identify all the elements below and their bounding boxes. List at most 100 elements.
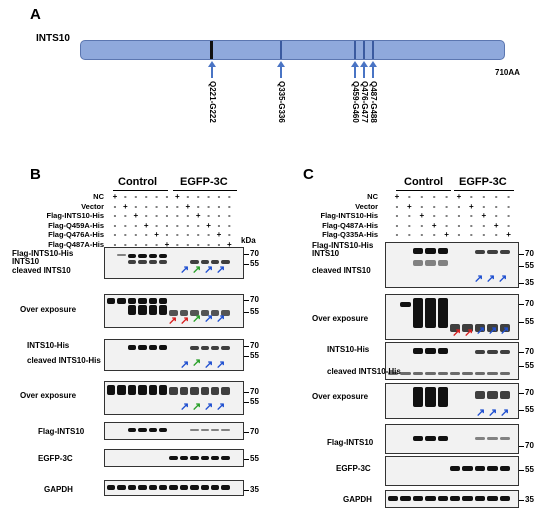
blot-band (200, 456, 209, 460)
blot-band (159, 298, 168, 304)
condition-mark: - (186, 211, 190, 220)
cleavage-arrow: ↗ (192, 357, 202, 369)
blot-band (221, 346, 230, 350)
blot-band (474, 372, 486, 375)
blot-band (450, 372, 461, 375)
blot-label: EGFP-3C (38, 454, 73, 463)
condition-mark: - (470, 220, 473, 230)
blot-band (169, 310, 178, 316)
condition-mark: - (113, 220, 117, 230)
panel-c-label: C (303, 166, 314, 183)
blot-band (412, 436, 424, 441)
condition-mark: - (165, 220, 169, 230)
condition-mark: - (507, 220, 510, 230)
cleavage-arrow: ↗ (498, 273, 508, 285)
cleavage-arrow: ↗ (476, 325, 486, 337)
condition-label: Vector (81, 201, 104, 211)
blot-band (221, 429, 230, 431)
kda-marker: 55 (250, 307, 259, 316)
condition-mark: - (457, 230, 461, 239)
kda-tick (244, 264, 249, 265)
blot-band (148, 385, 157, 395)
condition-mark: + (123, 201, 128, 211)
kda-marker: 70 (250, 427, 259, 436)
cleavage-arrow: ↗ (180, 359, 190, 371)
blot-band (200, 387, 209, 395)
condition-mark: - (124, 211, 127, 220)
blot-band (138, 298, 147, 304)
blot-band (412, 387, 424, 407)
kda-marker: 70 (250, 341, 259, 350)
condition-mark: - (124, 220, 127, 230)
condition-mark: - (217, 201, 221, 211)
cleavage-arrow: ↗ (204, 264, 214, 276)
cleavage-arrow: ↗ (192, 264, 202, 276)
condition-mark: + (469, 201, 474, 211)
blot-band (117, 254, 126, 256)
blot-label: GAPDH (44, 485, 73, 494)
blot-band (437, 260, 448, 266)
cleavage-arrow: ↗ (168, 315, 178, 327)
condition-mark: - (420, 192, 424, 201)
blot-band (462, 372, 473, 375)
blot-band (462, 496, 473, 501)
blot-band (499, 391, 510, 399)
condition-mark: - (176, 239, 179, 249)
blot-strip (104, 247, 244, 279)
kda-tick (519, 266, 524, 267)
cleavage-arrow: ↗ (216, 401, 226, 413)
condition-mark: - (507, 201, 510, 211)
blot-strip (385, 242, 519, 288)
blot-label: cleaved INTS10 (312, 266, 371, 275)
blot-label: GAPDH (343, 495, 372, 504)
site-arrow-shaft (211, 66, 213, 78)
condition-mark: - (134, 201, 138, 211)
blot-band (179, 456, 189, 460)
blot-band (221, 456, 230, 460)
group-control-c: Control (404, 176, 444, 188)
kda-marker: 55 (525, 317, 534, 326)
condition-mark: - (470, 230, 473, 239)
cleavage-arrow: ↗ (500, 325, 510, 337)
blot-band (127, 254, 137, 258)
kda-tick (244, 490, 249, 491)
kda-marker: 55 (250, 351, 259, 360)
condition-mark: - (134, 220, 138, 230)
kda-tick (519, 470, 524, 471)
condition-mark: - (113, 239, 117, 249)
condition-mark: - (494, 211, 498, 220)
condition-mark: - (432, 230, 436, 239)
condition-mark: + (506, 230, 511, 239)
kda-tick (519, 500, 524, 501)
blot-band (400, 302, 411, 307)
kda-marker: 70 (525, 299, 534, 308)
blot-band (487, 466, 498, 471)
condition-mark: - (113, 230, 117, 239)
blot-band (169, 485, 178, 490)
blot-band (487, 250, 498, 254)
site-arrow-head (369, 61, 377, 67)
condition-label: Flag-Q335A-His (322, 230, 378, 239)
condition-mark: - (470, 211, 473, 220)
blot-band (499, 250, 510, 254)
blot-band (169, 456, 178, 460)
kda-marker: 55 (250, 397, 259, 406)
condition-mark: + (407, 201, 412, 211)
blot-band (211, 346, 220, 350)
cleavage-arrow: ↗ (204, 359, 214, 371)
kda-tick (519, 366, 524, 367)
site-label: Q221-G222 (208, 81, 217, 123)
kda-tick (244, 459, 249, 460)
condition-mark: - (457, 201, 461, 211)
site-line-q335 (280, 41, 282, 59)
condition-mark: - (494, 201, 498, 211)
condition-mark: - (395, 220, 399, 230)
blot-band (462, 466, 473, 471)
blot-band (190, 387, 199, 395)
condition-mark: - (470, 192, 473, 201)
condition-mark: - (507, 192, 510, 201)
blot-strip (385, 294, 519, 340)
condition-mark: - (155, 239, 158, 249)
condition-label: NC (93, 192, 104, 201)
blot-label: Over exposure (312, 314, 369, 323)
